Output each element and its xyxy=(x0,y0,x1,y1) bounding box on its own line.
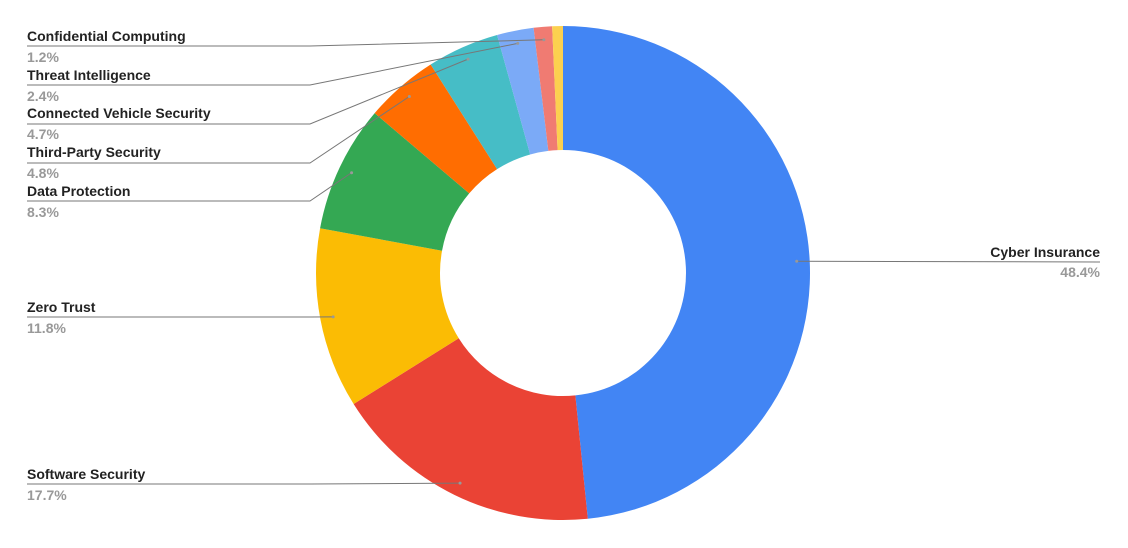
slice-value-label: 4.8% xyxy=(27,165,59,181)
slice-label: Threat Intelligence xyxy=(27,67,151,83)
leader-line xyxy=(27,172,352,202)
leader-dot xyxy=(458,481,462,485)
slice-value-label: 4.7% xyxy=(27,126,59,142)
slice-value-label: 2.4% xyxy=(27,88,59,104)
slice-label: Connected Vehicle Security xyxy=(27,105,211,121)
donut-slice xyxy=(374,64,498,194)
slice-label: Cyber Insurance xyxy=(990,244,1100,260)
slice-label: Confidential Computing xyxy=(27,28,186,44)
slice-value-label: 48.4% xyxy=(1060,264,1100,280)
donut-slice xyxy=(353,338,588,520)
donut-slice xyxy=(552,26,563,151)
leader-line xyxy=(27,482,461,485)
leader-dot xyxy=(542,38,546,42)
donut-slice xyxy=(563,25,811,519)
slice-value-label: 1.2% xyxy=(27,49,59,65)
leader-line xyxy=(27,58,469,125)
leader-line xyxy=(796,260,1101,263)
leader-line xyxy=(27,39,544,47)
leader-dot xyxy=(331,315,335,319)
leader-line xyxy=(27,42,518,86)
leader-line xyxy=(27,96,410,164)
leader-dot xyxy=(407,95,411,99)
leader-dot xyxy=(350,171,354,175)
leader-dot xyxy=(466,57,470,61)
slice-label: Third-Party Security xyxy=(27,144,161,160)
donut-slice xyxy=(533,26,558,151)
donut-slice xyxy=(430,34,531,170)
slice-value-label: 17.7% xyxy=(27,487,67,503)
slice-label: Software Security xyxy=(27,466,145,482)
slice-value-label: 8.3% xyxy=(27,204,59,220)
donut-slice xyxy=(320,113,470,251)
leader-dot xyxy=(516,41,520,45)
leader-dot xyxy=(795,259,799,263)
donut-slice xyxy=(497,27,549,155)
slice-label: Zero Trust xyxy=(27,299,96,315)
slice-value-label: 11.8% xyxy=(27,320,66,336)
donut-slice xyxy=(316,228,459,405)
slice-label: Data Protection xyxy=(27,183,130,199)
